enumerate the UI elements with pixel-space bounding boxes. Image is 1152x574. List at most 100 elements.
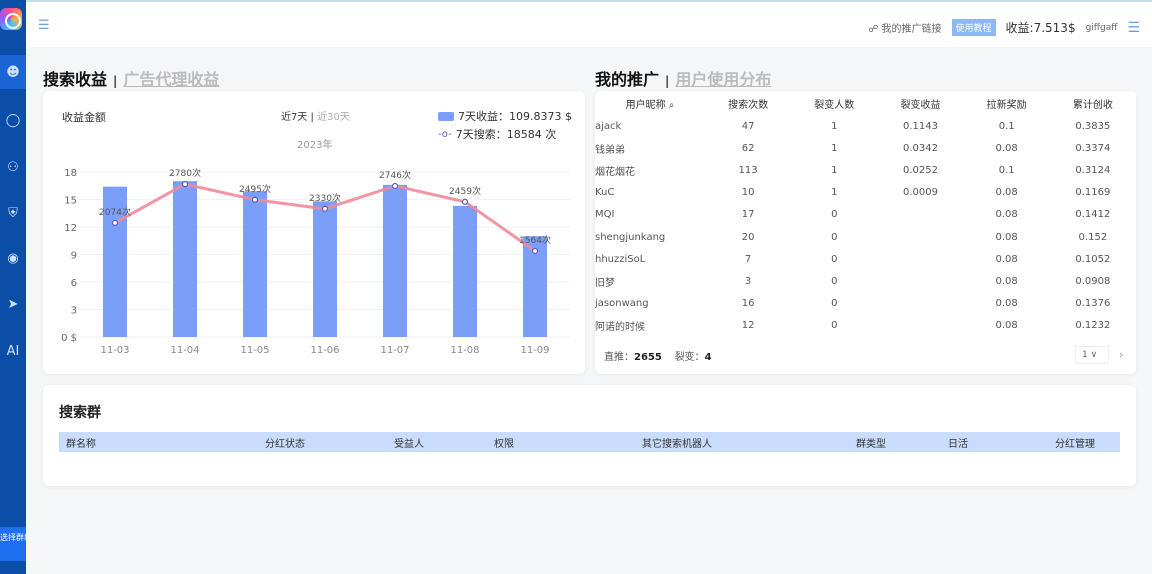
total-revenue: 0.0908 xyxy=(1075,275,1111,287)
referral-reward: 0.08 xyxy=(995,209,1018,221)
column-header: 裂变收益 xyxy=(900,99,941,111)
range-7d[interactable]: 近7天 xyxy=(281,112,308,123)
referral-reward: 0.08 xyxy=(995,231,1018,243)
right-section-title: 我的推广 | 用户使用分布 xyxy=(595,70,772,89)
column-header: 搜索次数 xyxy=(728,99,769,111)
fission-earnings xyxy=(877,270,963,292)
search-count: 62 xyxy=(741,142,755,154)
table-row: jasonwang 16 0 0.08 0.1376 xyxy=(595,293,1136,315)
x-tick-label: 11-07 xyxy=(380,345,409,356)
referral-reward: 0.08 xyxy=(995,320,1018,332)
table-row: 旧梦 3 0 0.08 0.0908 xyxy=(595,270,1136,292)
user-name: 旧梦 xyxy=(595,277,615,289)
group-column-header: 群名称 xyxy=(66,438,96,450)
referral-reward: 0.1 xyxy=(998,164,1015,176)
fission-count[interactable]: 1 xyxy=(831,187,838,199)
referral-reward: 0.1 xyxy=(998,120,1015,132)
tab-ad-agent-earnings[interactable]: 广告代理收益 xyxy=(123,70,220,89)
data-label: 1564次 xyxy=(519,234,551,246)
promo-summary: 直推：2655 裂变：4 xyxy=(604,348,712,363)
legend-line[interactable]: -o- 7天搜索：18584 次 xyxy=(438,126,556,142)
promotion-table: 用户昵称 ⌕ 搜索次数 裂变人数 裂变收益 拉新奖励 累计创收 ajack 47 1 0.114… xyxy=(595,91,1136,337)
sidebar-item-ai[interactable]: AI xyxy=(6,343,20,359)
total-revenue: 0.3835 xyxy=(1075,120,1111,132)
group-column-header: 受益人 xyxy=(394,438,424,450)
page-select[interactable]: 1 ∨ xyxy=(1075,346,1109,364)
data-label: 2074次 xyxy=(99,206,131,218)
legend-bar[interactable]: 7天收益：109.8373 $ xyxy=(438,108,572,124)
fission-count[interactable]: 1 xyxy=(831,164,838,176)
table-row: 钱弟弟 62 1 0.0342 0.08 0.3374 xyxy=(595,137,1136,159)
line-point xyxy=(391,182,399,190)
groups-table: 群名称 分红状态 受益人 权限 其它搜索机器人 群类型 日活 分红管理 xyxy=(59,432,1120,452)
promo-link[interactable]: ☍ 我的推广链接 xyxy=(868,24,942,35)
total-revenue: 0.3374 xyxy=(1075,142,1111,154)
line-point xyxy=(321,205,329,212)
tab-my-promotion[interactable]: 我的推广 xyxy=(595,70,660,89)
y-tick-label: 3 xyxy=(71,306,77,317)
earnings-chart: 0 $ 3 6 9 12 15 18 11-03 11-04 11-05 11-06 11-07 11-… xyxy=(61,167,570,356)
select-group-button[interactable]: 选择群组 › xyxy=(0,527,26,561)
fission-earnings xyxy=(877,226,963,248)
x-tick-label: 11-08 xyxy=(450,345,479,356)
user-name: 烟花烟花 xyxy=(595,166,635,178)
fission-earnings: 0.0009 xyxy=(902,187,938,199)
send-icon[interactable]: ➤ xyxy=(7,296,19,312)
fission-count[interactable]: 0 xyxy=(831,253,838,265)
referral-reward: 0.08 xyxy=(995,298,1018,310)
search-count: 20 xyxy=(741,231,755,243)
chat-icon[interactable]: ◯ xyxy=(5,112,21,128)
earnings-text: 收益:7.513$ xyxy=(1005,21,1076,35)
user-name[interactable]: 钱弟弟 xyxy=(595,144,625,156)
fission-value: 4 xyxy=(704,352,712,363)
record-icon[interactable]: ◉ xyxy=(7,250,19,266)
user-icon[interactable]: ☻ xyxy=(0,55,26,89)
search-count: 10 xyxy=(741,187,755,199)
total-revenue: 0.1376 xyxy=(1075,298,1111,310)
total-revenue: 0.152 xyxy=(1078,231,1108,243)
legend-bar-label: 7天收益：109.8373 $ xyxy=(458,110,572,123)
tab-user-distribution[interactable]: 用户使用分布 xyxy=(675,70,772,89)
range-30d[interactable]: 近30天 xyxy=(317,112,350,123)
search-count: 17 xyxy=(741,209,755,221)
menu-toggle-icon[interactable]: ☰ xyxy=(38,18,50,33)
group-column-header: 分红状态 xyxy=(265,438,305,450)
fission-count[interactable]: 1 xyxy=(831,142,838,154)
search-icon[interactable]: ⌕ xyxy=(665,99,675,111)
user-name[interactable]: hhuzziSoL xyxy=(595,253,646,265)
fission-count[interactable]: 0 xyxy=(831,320,838,332)
fission-count[interactable]: 0 xyxy=(831,275,838,287)
search-count: 3 xyxy=(744,275,752,287)
column-header: 用户昵称 ⌕ xyxy=(625,99,675,111)
line-point xyxy=(251,196,259,203)
user-name: 阿诺的时候 xyxy=(595,322,645,334)
table-row: MQI 17 0 0.08 0.1412 xyxy=(595,204,1136,226)
column-header: 拉新奖励 xyxy=(986,99,1027,111)
fission-earnings: 0.1143 xyxy=(902,120,938,132)
fission-count[interactable]: 0 xyxy=(831,231,838,243)
y-tick-label: 15 xyxy=(64,196,77,207)
tutorial-button[interactable]: 使用教程 xyxy=(951,19,996,36)
user-name: jasonwang xyxy=(595,298,649,310)
user-name: MQI xyxy=(595,209,615,221)
fission-earnings: 0.0342 xyxy=(902,142,938,154)
tab-search-earnings[interactable]: 搜索收益 xyxy=(43,70,108,89)
shield-icon[interactable]: ⛨ xyxy=(8,205,18,221)
fission-count[interactable]: 0 xyxy=(831,209,838,221)
fission-count[interactable]: 0 xyxy=(831,298,838,310)
x-tick-label: 11-05 xyxy=(240,345,269,356)
user-name[interactable]: KuC xyxy=(595,187,615,199)
user-name[interactable]: ajack xyxy=(595,120,622,132)
earnings-card: 收益金额 近7天 | 近30天 2023年 7天收益：109.8373 $ -o… xyxy=(43,91,585,374)
x-tick-label: 11-09 xyxy=(520,345,549,356)
username[interactable]: giffgaff xyxy=(1085,22,1118,33)
y-tick-label: 18 xyxy=(64,168,77,179)
bar xyxy=(313,201,337,337)
group-icon[interactable]: ⚇ xyxy=(7,159,19,175)
top-header: ☰ ☍ 我的推广链接 使用教程 收益:7.513$ giffgaff ☰ xyxy=(26,0,1152,47)
fission-count[interactable]: 1 xyxy=(831,120,838,132)
next-page-icon[interactable]: › xyxy=(1119,348,1124,361)
groups-title: 搜索群 xyxy=(59,405,101,421)
data-label: 2459次 xyxy=(449,185,481,197)
hamburger-icon[interactable]: ☰ xyxy=(1127,19,1140,36)
